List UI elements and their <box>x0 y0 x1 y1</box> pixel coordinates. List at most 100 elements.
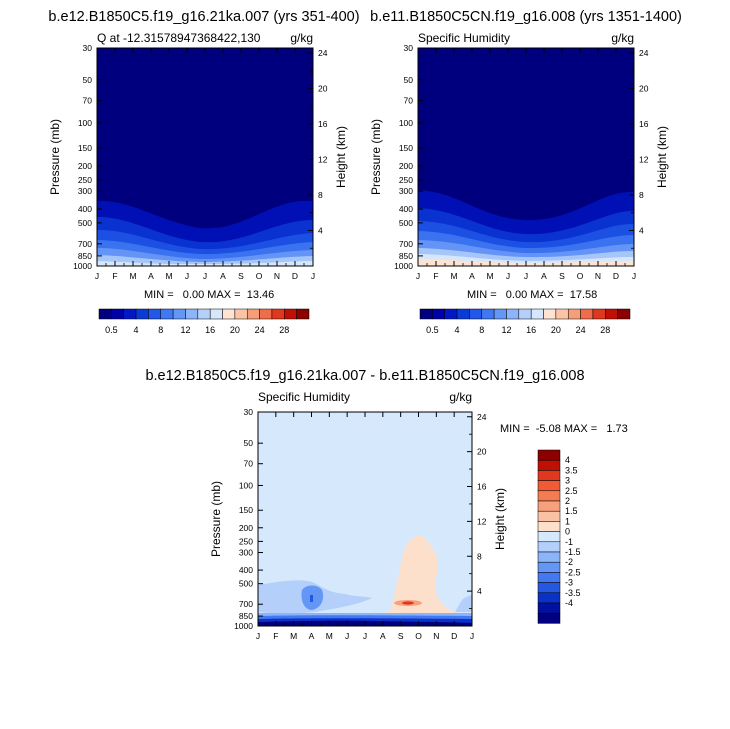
x-tick-label: M <box>129 271 136 281</box>
x-tick-label: A <box>469 271 475 281</box>
y2-tick-label: 12 <box>639 154 649 164</box>
x-tick-label: S <box>398 631 404 641</box>
x-tick-label: F <box>273 631 278 641</box>
colorbar-box <box>148 308 162 320</box>
colorbar-box <box>209 308 223 320</box>
y-tick-label: 50 <box>404 75 414 85</box>
colorbar-box <box>222 308 236 320</box>
panel-b: b.e11.B1850C5CN.f19_g16.008 (yrs 1351-14… <box>369 9 682 335</box>
x-tick-label: D <box>292 271 298 281</box>
panel-c-negative-core-inner <box>310 595 313 602</box>
colorbar-box <box>537 582 561 594</box>
colorbar-label: -1 <box>565 537 573 547</box>
colorbar-box <box>537 459 561 471</box>
x-tick-label: D <box>613 271 619 281</box>
panel-b-plot-area <box>418 48 634 266</box>
panel-c-negative-1b <box>455 595 472 612</box>
y2-tick-label: 8 <box>477 551 482 561</box>
colorbar-box <box>259 308 273 320</box>
y2-tick-label: 20 <box>318 83 328 93</box>
x-tick-label: O <box>256 271 263 281</box>
y-tick-label: 250 <box>78 175 92 185</box>
x-tick-label: O <box>415 631 422 641</box>
x-tick-label: N <box>595 271 601 281</box>
colorbar-box <box>456 308 470 320</box>
y-tick-label: 500 <box>78 218 92 228</box>
colorbar-label: -4 <box>565 598 573 608</box>
colorbar-box <box>271 308 285 320</box>
colorbar-box <box>419 308 433 320</box>
x-tick-label: J <box>95 271 99 281</box>
colorbar-label: 8 <box>479 325 484 335</box>
colorbar-box <box>537 500 561 512</box>
y2-tick-label: 12 <box>318 154 328 164</box>
y-tick-label: 50 <box>244 438 254 448</box>
y2-tick-label: 24 <box>477 412 487 422</box>
colorbar-box <box>185 308 199 320</box>
panel-c-right-label: g/kg <box>449 390 472 404</box>
y2-tick-label: 4 <box>318 225 323 235</box>
y2-tick-label: 20 <box>639 83 649 93</box>
colorbar-label: -2 <box>565 557 573 567</box>
x-tick-label: M <box>486 271 493 281</box>
colorbar-box <box>123 308 137 320</box>
colorbar-box <box>537 541 561 553</box>
colorbar-box <box>160 308 174 320</box>
panel-b-y2label: Height (km) <box>655 126 669 188</box>
panel-c: b.e12.B1850C5.f19_g16.21ka.007 - b.e11.B… <box>145 368 627 641</box>
colorbar-box <box>537 561 561 573</box>
colorbar-label: 16 <box>205 325 215 335</box>
panel-b-ylabel: Pressure (mb) <box>369 119 383 195</box>
colorbar-box <box>537 521 561 532</box>
colorbar-label: 28 <box>600 325 610 335</box>
y-tick-label: 250 <box>399 175 413 185</box>
y-tick-label: 250 <box>239 536 253 546</box>
y-tick-label: 500 <box>239 579 253 589</box>
colorbar-box <box>537 531 561 543</box>
y-tick-label: 1000 <box>73 261 92 271</box>
x-tick-label: F <box>112 271 117 281</box>
colorbar-box <box>469 308 483 320</box>
y2-tick-label: 8 <box>318 190 323 200</box>
y-tick-label: 400 <box>239 565 253 575</box>
colorbar-box <box>555 308 569 320</box>
panel-b-left-label: Specific Humidity <box>418 31 510 45</box>
panel-c-ticks: J F M A M J J A S O N D J 30 50 70 100 150 200 250 300 400 500… <box>234 407 487 641</box>
colorbar-label: 0.5 <box>426 325 439 335</box>
colorbar-box <box>537 449 561 461</box>
colorbar-box <box>537 602 561 614</box>
panel-b-right-label: g/kg <box>611 31 634 45</box>
y2-tick-label: 12 <box>477 516 487 526</box>
y-tick-label: 300 <box>239 548 253 558</box>
y2-tick-label: 20 <box>477 447 487 457</box>
x-tick-label: A <box>220 271 226 281</box>
y2-tick-label: 4 <box>639 225 644 235</box>
colorbar-box <box>111 308 124 320</box>
y-tick-label: 30 <box>404 43 414 53</box>
y-tick-label: 1000 <box>394 261 413 271</box>
x-tick-label: F <box>433 271 438 281</box>
colorbar-box <box>135 308 149 320</box>
x-tick-label: A <box>380 631 386 641</box>
panel-c-stats: MIN = -5.08 MAX = 1.73 <box>500 423 628 435</box>
y-tick-label: 300 <box>78 186 92 196</box>
panel-a-colorbar: 0.5 4 8 12 16 20 24 28 <box>98 308 310 335</box>
y-tick-label: 400 <box>78 204 92 214</box>
x-tick-label: J <box>506 271 510 281</box>
panel-c-positive-peak <box>402 601 414 605</box>
colorbar-box <box>444 308 458 320</box>
y-tick-label: 850 <box>239 611 253 621</box>
colorbar-box <box>537 470 561 481</box>
y2-tick-label: 16 <box>639 119 649 129</box>
colorbar-box <box>537 612 561 624</box>
colorbar-box <box>537 480 561 492</box>
colorbar-box <box>567 308 581 320</box>
panel-b-colorbar: 0.5 4 8 12 16 20 24 28 <box>419 308 631 335</box>
panel-a-title: b.e12.B1850C5.f19_g16.21ka.007 (yrs 351-… <box>48 9 359 25</box>
x-tick-label: M <box>450 271 457 281</box>
x-tick-label: J <box>345 631 349 641</box>
x-tick-label: S <box>559 271 565 281</box>
panel-c-left-label: Specific Humidity <box>258 390 350 404</box>
